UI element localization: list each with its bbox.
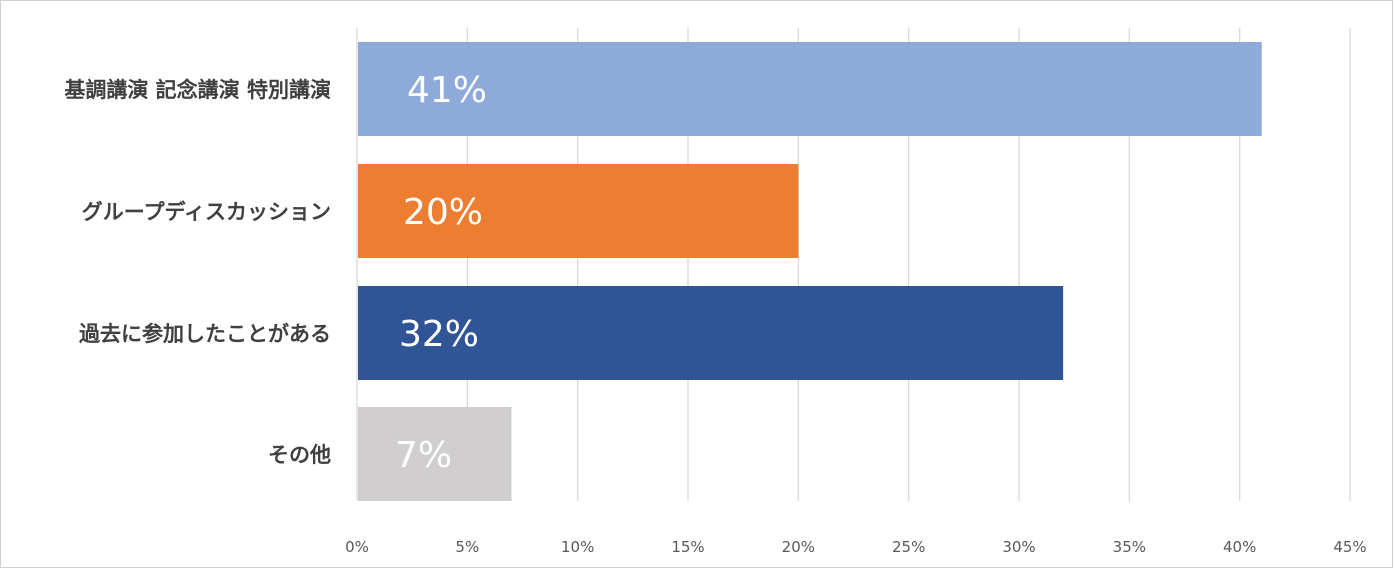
category-label: グループディスカッション: [82, 200, 331, 224]
category-labels: 基調講演 記念講演 特別講演グループディスカッション過去に参加したことがあるその…: [64, 78, 331, 467]
x-tick-label: 25%: [892, 538, 925, 556]
x-tick-label: 15%: [671, 538, 704, 556]
bar: [358, 164, 799, 258]
x-tick-label: 35%: [1113, 538, 1146, 556]
x-tick-label: 0%: [345, 538, 369, 556]
data-label: 20%: [403, 192, 483, 233]
category-label: その他: [268, 443, 331, 467]
x-tick-label: 45%: [1333, 538, 1366, 556]
data-label: 32%: [399, 314, 479, 355]
data-label: 7%: [395, 435, 452, 476]
x-tick-label: 10%: [561, 538, 594, 556]
bars: [358, 42, 1262, 501]
data-labels: 41% 20% 32% 7%: [395, 70, 487, 476]
bar: [358, 407, 512, 501]
tick-labels: 0% 5% 10% 15% 20% 25% 30% 35% 40% 45%: [345, 538, 1367, 556]
x-tick-label: 40%: [1223, 538, 1256, 556]
bar: [358, 42, 1262, 136]
category-label: 過去に参加したことがある: [79, 322, 331, 346]
category-label: 基調講演 記念講演 特別講演: [64, 78, 331, 102]
x-tick-label: 20%: [782, 538, 815, 556]
x-tick-label: 30%: [1002, 538, 1035, 556]
x-tick-label: 5%: [455, 538, 479, 556]
bar: [358, 286, 1064, 380]
data-label: 41%: [407, 70, 487, 111]
